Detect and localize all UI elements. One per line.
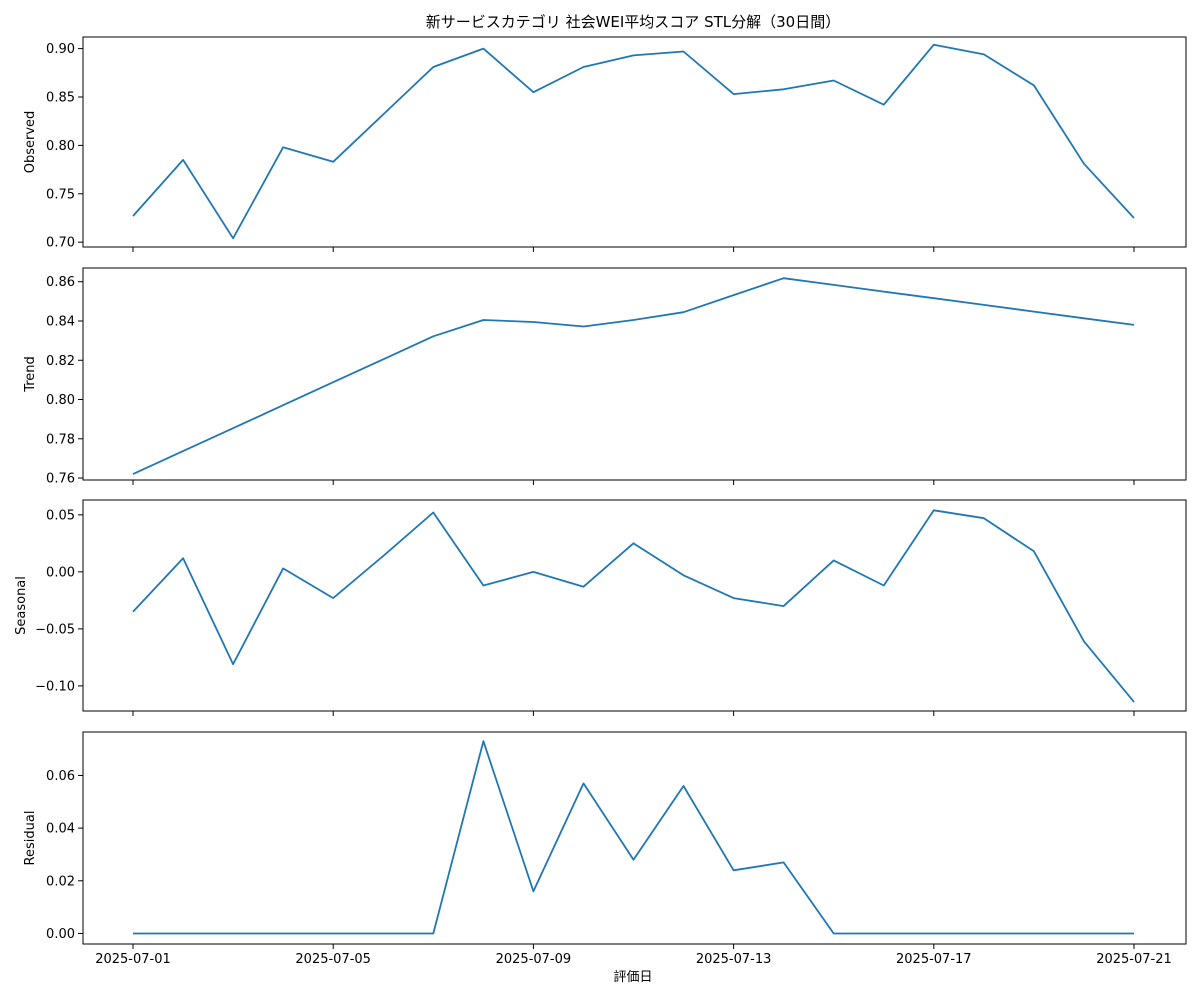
y-tick-label: 0.75: [46, 187, 75, 202]
panel-seasonal: 0.05 0.00 −0.05 −0.10 Seasonal: [14, 499, 1187, 716]
y-tick-label: −0.10: [35, 679, 75, 694]
y-tick-label: 0.90: [46, 42, 75, 57]
y-tick-label: 0.80: [46, 139, 75, 154]
y-tick-label: 0.78: [46, 432, 75, 447]
y-tick-label: 0.80: [46, 393, 75, 408]
series-line-observed: [132, 43, 1135, 240]
series-line-residual: [133, 740, 1134, 935]
panel-frame: [82, 731, 1187, 945]
x-axis-title: 評価日: [613, 970, 652, 985]
panel-observed: 0.70 0.75 0.80 0.85 0.90 Observed: [23, 36, 1187, 252]
series-line-trend: [132, 277, 1135, 475]
x-tick-label: 2025-07-01: [95, 952, 171, 967]
y-tick-label: 0.02: [46, 874, 75, 889]
panel-residual: 0.00 0.02 0.04 0.06 Residual 2025-07-01 2025-0…: [23, 731, 1187, 967]
y-tick-label: 0.00: [46, 927, 75, 942]
chart-title: 新サービスカテゴリ 社会WEI平均スコア STL分解（30日間）: [426, 13, 840, 31]
panel-frame: [82, 499, 1187, 712]
y-tick-label: 0.86: [46, 275, 75, 290]
x-tick-label: 2025-07-13: [696, 952, 772, 967]
panel-frame: [82, 36, 1187, 248]
y-tick-label: −0.05: [35, 622, 75, 637]
y-axis-title: Observed: [23, 111, 38, 174]
y-tick-label: 0.76: [46, 472, 75, 487]
y-axis-title: Residual: [23, 811, 38, 866]
x-tick-label: 2025-07-09: [496, 952, 572, 967]
x-tick-label: 2025-07-17: [896, 952, 972, 967]
y-tick-label: 0.85: [46, 91, 75, 106]
y-tick-label: 0.00: [46, 565, 75, 580]
y-tick-label: 0.05: [46, 508, 75, 523]
y-tick-label: 0.06: [46, 769, 75, 784]
panel-trend: 0.76 0.78 0.80 0.82 0.84 0.86 Trend: [23, 267, 1187, 487]
y-tick-label: 0.70: [46, 236, 75, 251]
y-tick-label: 0.84: [46, 315, 75, 330]
y-tick-label: 0.04: [46, 822, 75, 837]
panels: 0.70 0.75 0.80 0.85 0.90 Observed 0.76 0.78 0.80…: [14, 36, 1187, 967]
x-tick-label: 2025-07-21: [1096, 952, 1172, 967]
y-tick-label: 0.82: [46, 354, 75, 369]
panel-frame: [82, 267, 1187, 481]
series-line-seasonal: [132, 509, 1135, 703]
y-axis-title: Seasonal: [14, 576, 29, 635]
x-tick-label: 2025-07-05: [295, 952, 371, 967]
y-axis-title: Trend: [23, 356, 38, 393]
